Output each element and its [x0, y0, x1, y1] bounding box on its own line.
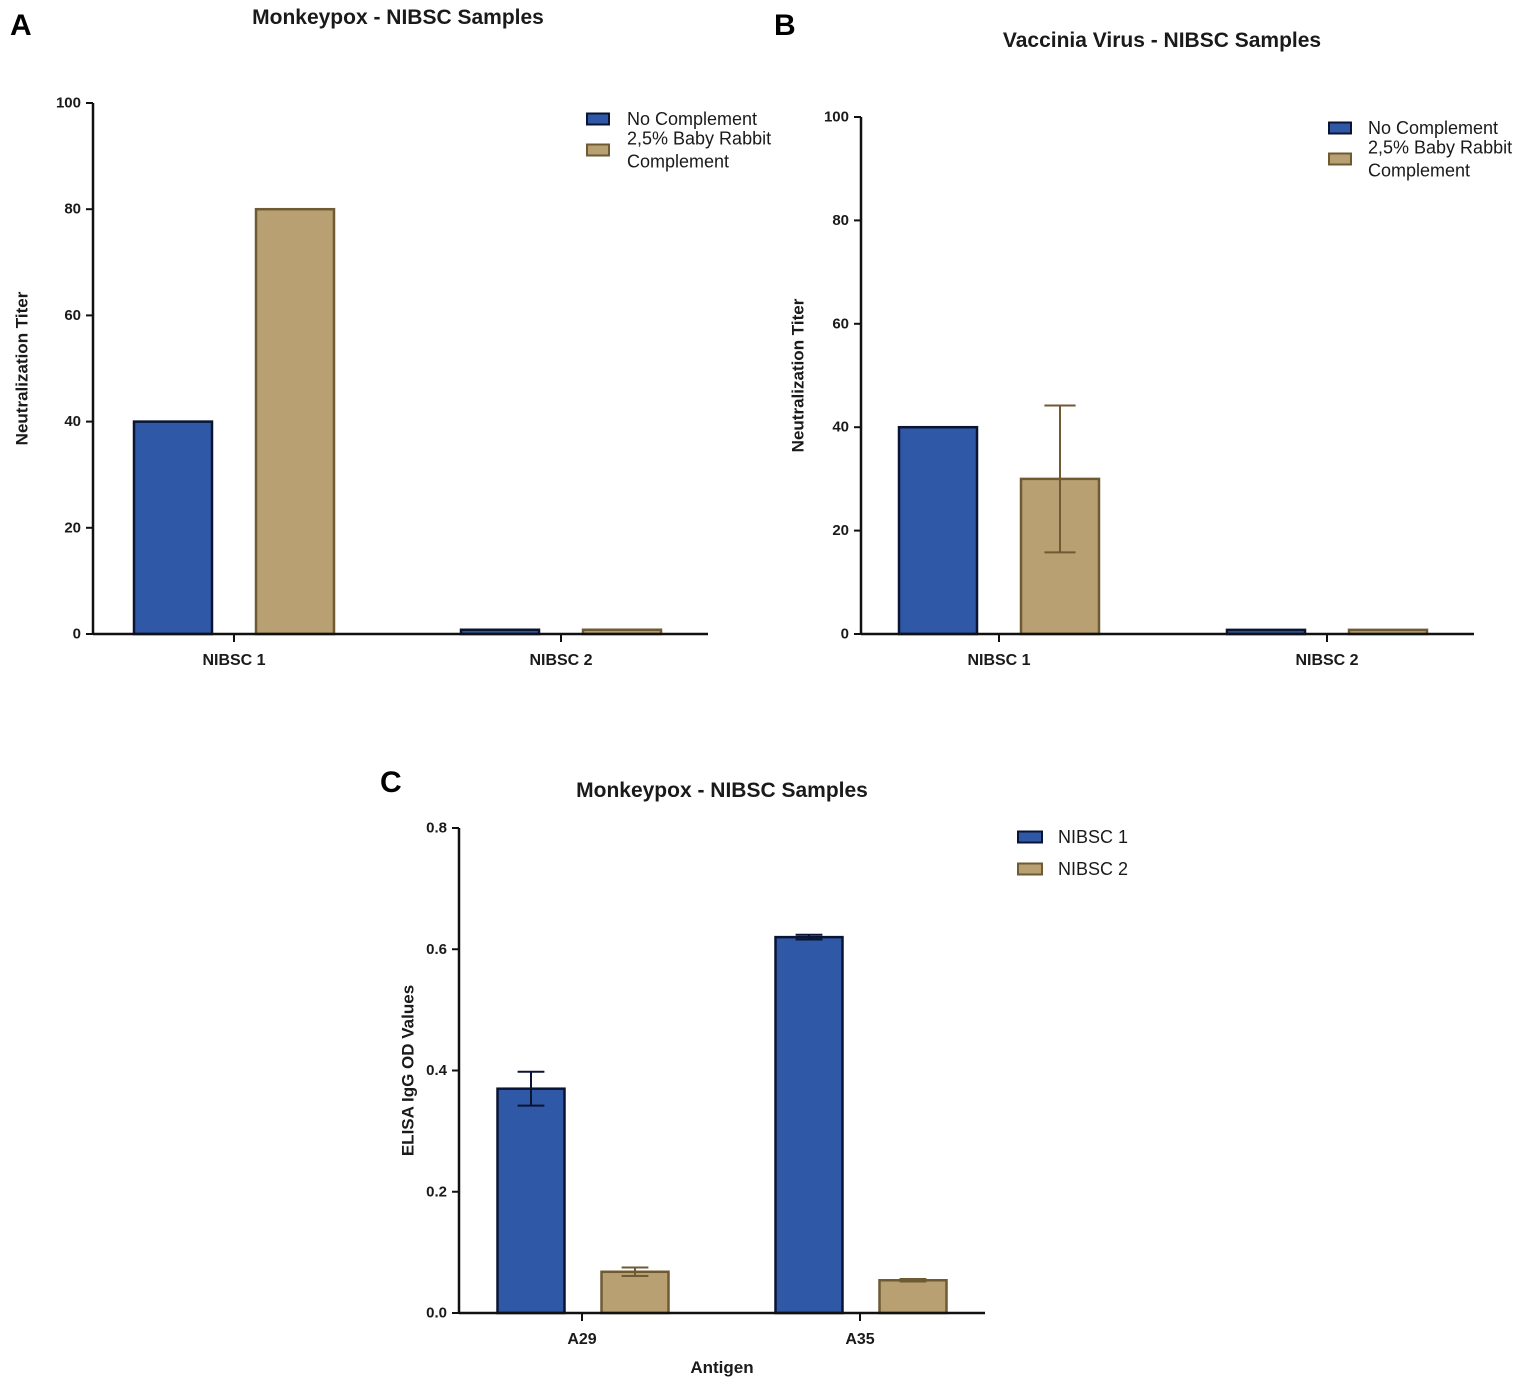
- x-axis-label: Antigen: [690, 1358, 753, 1377]
- legend: NIBSC 1 NIBSC 2: [1017, 827, 1128, 879]
- panel-a: A Monkeypox - NIBSC Samples Neutralization…: [10, 6, 771, 669]
- panel-b: B Vaccinia Virus - NIBSC Samples Neutraliz…: [774, 9, 1512, 669]
- y-tick-label: 0: [841, 626, 849, 643]
- y-tick-label: 20: [64, 519, 81, 536]
- x-tick-label: NIBSC 2: [529, 652, 592, 669]
- legend-swatch: [1328, 152, 1352, 166]
- error-bar: [517, 1070, 545, 1107]
- y-axis-label: Neutralization Titer: [13, 291, 32, 445]
- x-tick-label: A29: [567, 1331, 596, 1348]
- y-tick-label: 100: [56, 95, 81, 112]
- bar-nibsc-1-a35: [774, 935, 844, 1315]
- y-tick-label: 80: [832, 212, 849, 229]
- legend-swatch: [1017, 830, 1043, 844]
- panel-c: C Monkeypox - NIBSC Samples ELISA IgG OD V…: [380, 766, 1128, 1377]
- y-tick-label: 0.8: [426, 820, 447, 837]
- x-tick-label: NIBSC 1: [202, 652, 265, 669]
- bar-no-complement-nibsc-1: [132, 420, 214, 636]
- bar-nibsc-1-a29: [496, 1087, 566, 1315]
- panel-letter: A: [10, 9, 32, 42]
- y-tick-label: 60: [832, 315, 849, 332]
- panel-letter: B: [774, 9, 796, 42]
- y-tick-label: 60: [64, 307, 81, 324]
- legend-label: NIBSC 1: [1058, 827, 1128, 847]
- bar-nibsc-2-a29: [600, 1270, 670, 1315]
- chart-title: Monkeypox - NIBSC Samples: [252, 6, 544, 29]
- panel-letter: C: [380, 766, 402, 799]
- error-bar: [1044, 404, 1076, 554]
- chart-title: Monkeypox - NIBSC Samples: [576, 779, 868, 802]
- chart-title: Vaccinia Virus - NIBSC Samples: [1003, 29, 1321, 52]
- y-tick-label: 0.4: [426, 1062, 448, 1079]
- y-tick-label: 40: [64, 413, 81, 430]
- legend-swatch: [586, 112, 610, 126]
- legend-label: NIBSC 2: [1058, 859, 1128, 879]
- legend-swatch: [1017, 862, 1043, 876]
- legend-swatch: [1328, 121, 1352, 135]
- legend-label: No Complement: [627, 109, 757, 129]
- legend-swatch: [586, 143, 610, 157]
- legend-label: No Complement: [1368, 118, 1498, 138]
- y-axis-label: Neutralization Titer: [789, 298, 808, 452]
- legend-label: 2,5% Baby Rabbit Complement: [1368, 138, 1512, 181]
- y-tick-label: 100: [824, 109, 849, 126]
- y-tick-label: 0.2: [426, 1183, 447, 1200]
- x-tick-label: A35: [845, 1331, 874, 1348]
- y-axis-label: ELISA IgG OD Values: [399, 985, 418, 1156]
- y-tick-label: 0.6: [426, 941, 447, 958]
- error-bar: [795, 933, 823, 941]
- bar-nibsc-2-a35: [878, 1279, 948, 1315]
- error-bar: [621, 1266, 649, 1278]
- y-tick-label: 0.0: [426, 1305, 447, 1322]
- bar-no-complement-nibsc-1: [897, 425, 979, 636]
- bar-2-5-baby-rabbit-complement-nibsc-1: [254, 207, 336, 636]
- y-tick-label: 80: [64, 201, 81, 218]
- y-tick-label: 0: [73, 626, 81, 643]
- y-tick-label: 40: [832, 419, 849, 436]
- x-tick-label: NIBSC 1: [967, 652, 1030, 669]
- error-bar: [899, 1278, 927, 1283]
- x-tick-label: NIBSC 2: [1295, 652, 1358, 669]
- legend-label: 2,5% Baby Rabbit Complement: [627, 129, 771, 172]
- y-tick-label: 20: [832, 522, 849, 539]
